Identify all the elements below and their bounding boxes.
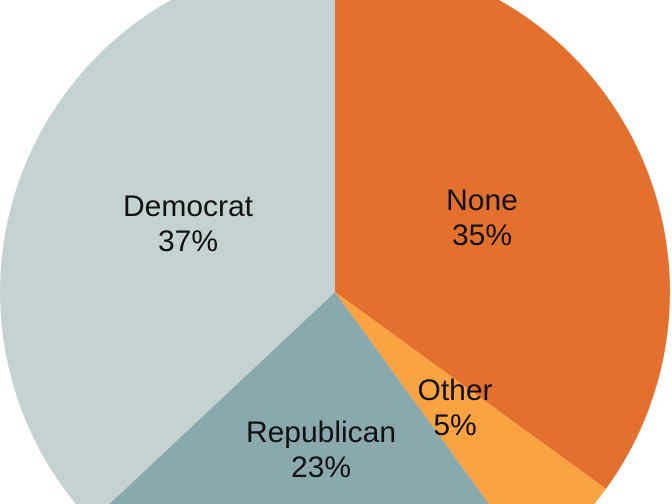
pie-slice-republican — [109, 292, 490, 504]
pie-slice-none — [335, 0, 671, 489]
pie-slice-democrat — [0, 0, 335, 504]
pie-slice-other — [335, 292, 607, 504]
